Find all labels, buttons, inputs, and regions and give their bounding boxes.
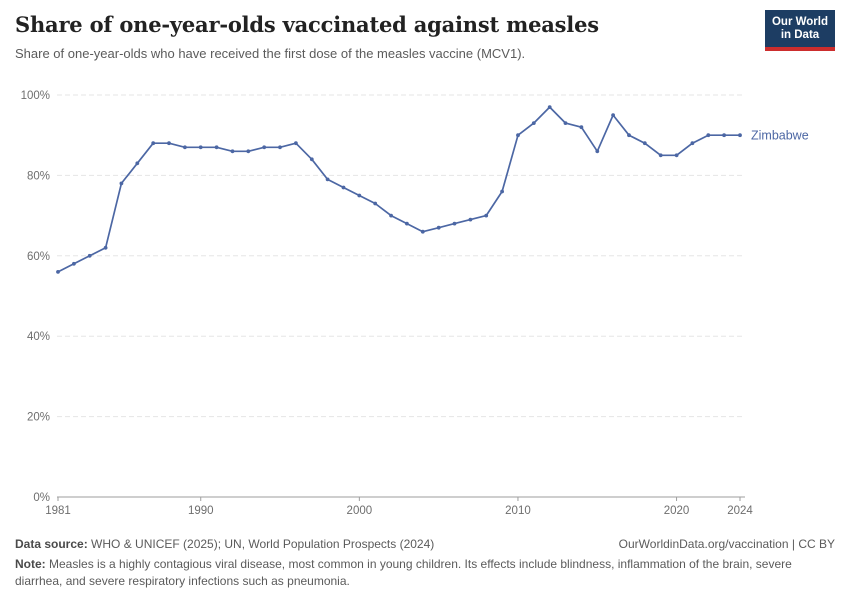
data-point[interactable]: [167, 141, 171, 146]
data-point[interactable]: [294, 141, 298, 146]
data-point[interactable]: [183, 145, 187, 150]
data-point[interactable]: [420, 229, 425, 234]
data-point[interactable]: [547, 105, 552, 109]
x-axis: 1981 1990 2000 2010 2020 2024: [45, 496, 753, 517]
data-point[interactable]: [325, 177, 330, 182]
x-tick-label: 1981: [45, 505, 71, 517]
data-point[interactable]: [373, 201, 378, 206]
owid-logo-line1: Our World: [771, 16, 828, 28]
y-tick-label: 80%: [27, 170, 50, 182]
data-point[interactable]: [246, 149, 251, 154]
data-point[interactable]: [103, 245, 108, 250]
data-point[interactable]: [706, 133, 711, 138]
data-point[interactable]: [531, 121, 536, 125]
data-point[interactable]: [642, 141, 647, 146]
data-point[interactable]: [674, 153, 679, 158]
data-point[interactable]: [690, 141, 695, 146]
data-point[interactable]: [436, 225, 441, 230]
x-tick-label: 2000: [347, 505, 373, 517]
data-point[interactable]: [341, 185, 346, 190]
series-zimbabwe[interactable]: Zimbabwe: [56, 105, 809, 274]
data-point[interactable]: [452, 221, 457, 226]
data-point[interactable]: [278, 145, 282, 150]
data-point[interactable]: [658, 153, 663, 158]
data-source[interactable]: Data source: WHO & UNICEF (2025); UN, Wo…: [15, 536, 434, 553]
data-point[interactable]: [357, 193, 362, 198]
x-tick-label: 2024: [727, 505, 753, 517]
note-label: Note:: [15, 557, 46, 572]
data-point[interactable]: [135, 161, 140, 166]
owid-logo-line2: in Data: [780, 29, 820, 42]
y-gridlines: 0% 20% 40% 60% 80% 100%: [21, 90, 745, 504]
data-point[interactable]: [484, 213, 489, 218]
entity-label[interactable]: Zimbabwe: [751, 129, 809, 143]
data-point[interactable]: [722, 133, 726, 138]
data-point[interactable]: [579, 125, 584, 130]
y-tick-label: 0%: [33, 492, 50, 504]
data-point[interactable]: [214, 145, 219, 150]
data-point[interactable]: [198, 145, 203, 150]
y-tick-label: 60%: [27, 251, 50, 263]
owid-logo: Our World in Data: [765, 10, 835, 52]
y-tick-label: 40%: [27, 331, 50, 343]
chart-note: Note: Measles is a highly contagious vir…: [15, 556, 835, 590]
data-point[interactable]: [230, 149, 235, 154]
data-point[interactable]: [151, 141, 156, 146]
data-source-label: Data source:: [15, 536, 88, 551]
data-source-text: WHO & UNICEF (2025); UN, World Populatio…: [87, 536, 435, 551]
data-point[interactable]: [405, 221, 409, 226]
data-point[interactable]: [516, 133, 520, 138]
y-tick-label: 20%: [27, 412, 50, 424]
data-point[interactable]: [309, 157, 314, 162]
data-point[interactable]: [563, 121, 568, 125]
data-point[interactable]: [389, 213, 393, 218]
data-point[interactable]: [56, 270, 60, 274]
y-tick-label: 100%: [21, 90, 50, 102]
x-tick-label: 1990: [188, 505, 214, 517]
data-point[interactable]: [627, 133, 631, 138]
data-point[interactable]: [72, 261, 76, 266]
chart-header: Share of one-year-olds vaccinated agains…: [15, 12, 750, 61]
x-tick-label: 2010: [505, 505, 531, 517]
data-line[interactable]: [57, 106, 741, 273]
data-point[interactable]: [738, 133, 742, 138]
note-text: Measles is a highly contagious viral dis…: [15, 557, 792, 589]
chart-footer: Data source: WHO & UNICEF (2025); UN, Wo…: [15, 536, 835, 590]
x-tick-label: 2020: [664, 505, 690, 517]
data-point[interactable]: [611, 113, 615, 117]
chart-subtitle: Share of one-year-olds who have received…: [15, 46, 526, 61]
data-point[interactable]: [262, 145, 267, 150]
data-point[interactable]: [500, 189, 504, 194]
page-title: Share of one-year-olds vaccinated agains…: [15, 12, 599, 37]
data-point[interactable]: [468, 217, 473, 222]
data-point[interactable]: [595, 149, 600, 154]
data-point[interactable]: [87, 253, 92, 258]
owid-link[interactable]: OurWorldinData.org/vaccination | CC BY: [618, 536, 835, 551]
data-point[interactable]: [119, 181, 124, 186]
